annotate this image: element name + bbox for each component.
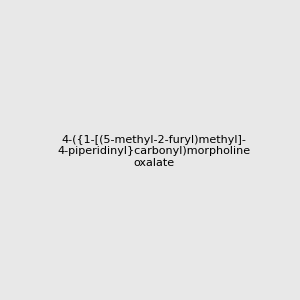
Text: 4-({1-[(5-methyl-2-furyl)methyl]-
4-piperidinyl}carbonyl)morpholine
oxalate: 4-({1-[(5-methyl-2-furyl)methyl]- 4-pipe… [57, 135, 250, 168]
